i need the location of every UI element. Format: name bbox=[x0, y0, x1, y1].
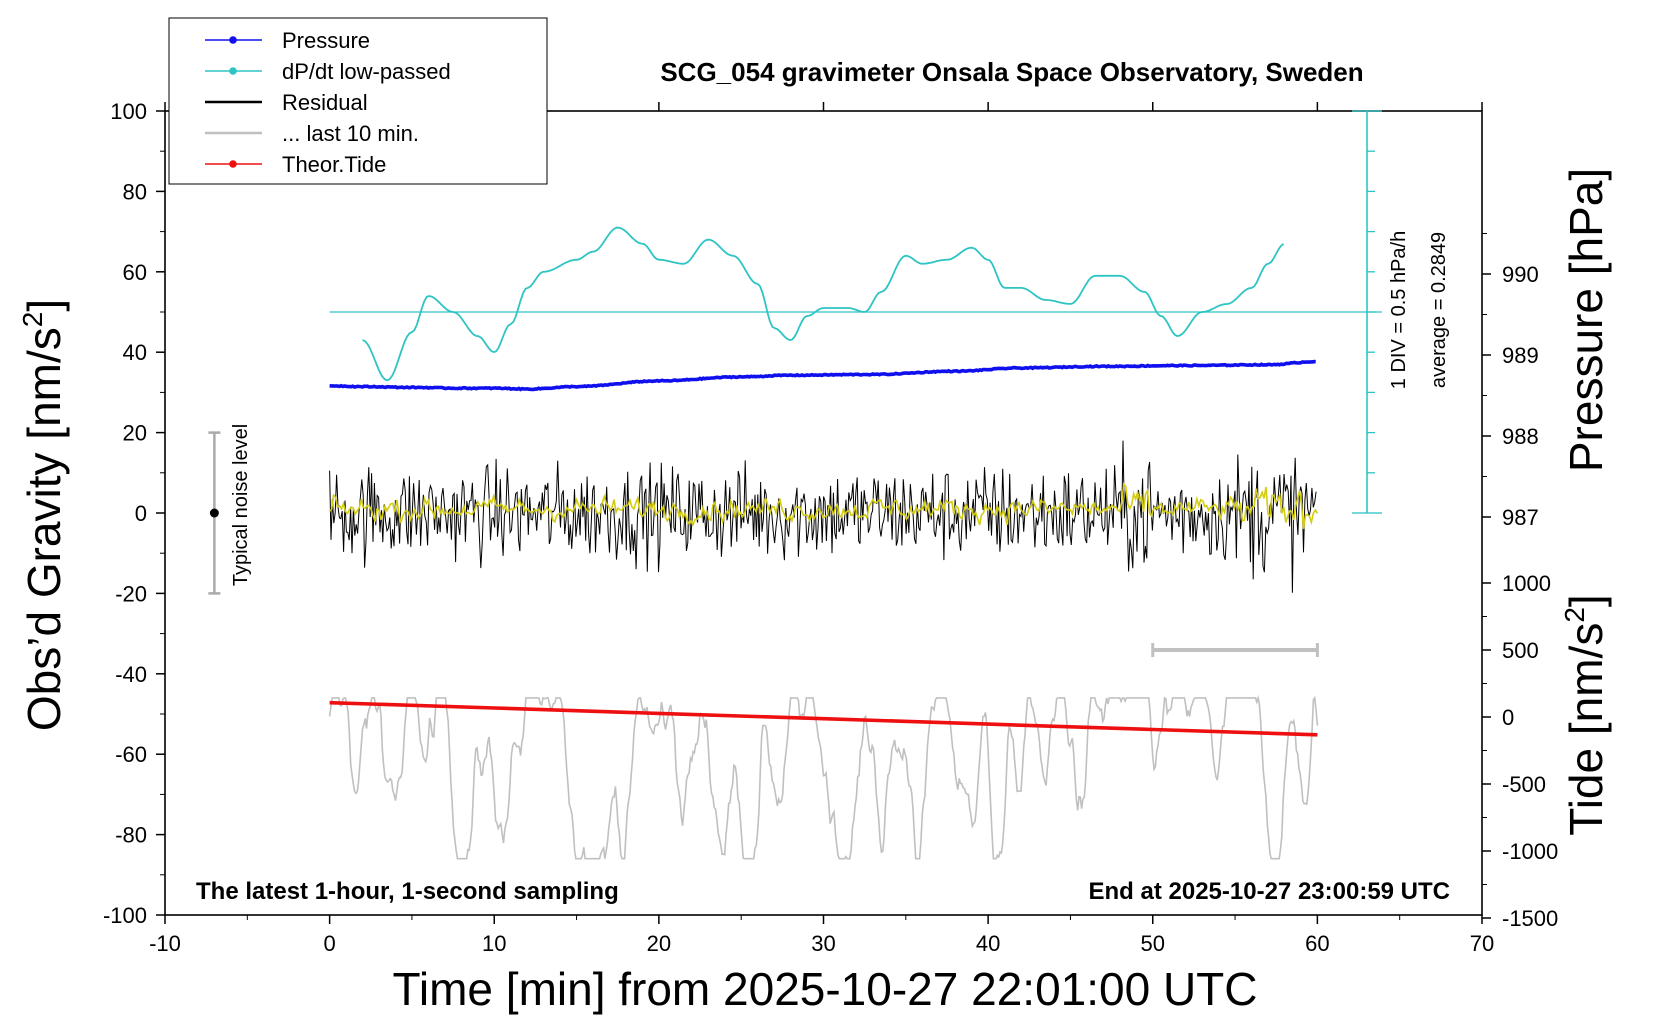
legend-label: Pressure bbox=[282, 28, 370, 53]
y-axis-label-gravity: Obs’d Gravity [nm/s2] bbox=[17, 299, 70, 731]
x-axis: -10 0 10 20 30 40 50 60 70 bbox=[149, 102, 1494, 956]
y-tick-label: -80 bbox=[115, 823, 147, 848]
legend: Pressure dP/dt low-passed Residual ... last… bbox=[168, 17, 548, 185]
legend-marker bbox=[229, 160, 237, 168]
noise-level-dot bbox=[209, 508, 219, 518]
residual-line bbox=[329, 440, 1317, 593]
x-tick-label: 10 bbox=[482, 931, 506, 956]
x-tick-label: 60 bbox=[1305, 931, 1329, 956]
y-axis-pressure: 987 988 989 990 bbox=[1482, 233, 1539, 530]
y-tick-label: 20 bbox=[123, 421, 147, 446]
x-tick-label: 50 bbox=[1141, 931, 1165, 956]
theor-tide-line bbox=[329, 700, 1318, 737]
y-tick-label: 0 bbox=[135, 501, 147, 526]
y-tick-label: -20 bbox=[115, 581, 147, 606]
tide-tick-label: -1000 bbox=[1502, 839, 1558, 864]
pressure-tick-label: 990 bbox=[1502, 262, 1539, 287]
legend-marker bbox=[229, 36, 237, 44]
x-tick-label: 20 bbox=[647, 931, 671, 956]
y-tick-label: 60 bbox=[123, 260, 147, 285]
series-layer bbox=[208, 110, 1382, 860]
tide-tick-label: -500 bbox=[1502, 772, 1546, 797]
end-time-note: End at 2025-10-27 23:00:59 UTC bbox=[1089, 878, 1451, 905]
legend-label: Theor.Tide bbox=[282, 152, 386, 177]
y-axis-left: -100 -80 -60 -40 -20 0 20 40 60 80 100 bbox=[103, 99, 165, 928]
last-10-min-line bbox=[328, 694, 1319, 860]
x-tick-label: 70 bbox=[1470, 931, 1494, 956]
y-tick-label: 40 bbox=[123, 340, 147, 365]
y-tick-label: -100 bbox=[103, 903, 147, 928]
x-tick-label: 40 bbox=[976, 931, 1000, 956]
residual-filtered-line bbox=[329, 481, 1319, 529]
average-label: average = 0.2849 bbox=[1428, 232, 1450, 388]
y-tick-label: 80 bbox=[123, 179, 147, 204]
scale-bar-label: 1 DIV = 0.5 hPa/h bbox=[1388, 231, 1410, 389]
legend-label: ... last 10 min. bbox=[282, 121, 419, 146]
legend-label: Residual bbox=[282, 90, 368, 115]
tide-tick-label: 0 bbox=[1502, 705, 1514, 730]
tide-tick-label: 1000 bbox=[1502, 571, 1551, 596]
legend-marker bbox=[229, 67, 237, 75]
dpdt-line bbox=[362, 226, 1285, 382]
x-tick-label: 30 bbox=[811, 931, 835, 956]
x-axis-label: Time [min] from 2025-10-27 22:01:00 UTC bbox=[393, 963, 1258, 1015]
pressure-tick-label: 989 bbox=[1502, 343, 1539, 368]
y-tick-label: 100 bbox=[110, 99, 147, 124]
chart-title: SCG_054 gravimeter Onsala Space Observat… bbox=[660, 57, 1363, 87]
y-tick-label: -40 bbox=[115, 662, 147, 687]
legend-label: dP/dt low-passed bbox=[282, 59, 451, 84]
x-tick-label: -10 bbox=[149, 931, 181, 956]
y-axis-tide: 1000 500 0 -500 -1000 -1500 bbox=[1482, 571, 1558, 931]
tide-tick-label: -1500 bbox=[1502, 906, 1558, 931]
pressure-tick-label: 987 bbox=[1502, 505, 1539, 530]
sampling-note: The latest 1-hour, 1-second sampling bbox=[196, 878, 619, 905]
y-axis-label-tide: Tide [nm/s2] bbox=[1559, 594, 1612, 835]
y-axis-label-pressure: Pressure [hPa] bbox=[1560, 168, 1612, 472]
x-tick-label: 0 bbox=[324, 931, 336, 956]
pressure-line bbox=[329, 359, 1316, 392]
noise-level-label: Typical noise level bbox=[230, 424, 252, 586]
tide-tick-label: 500 bbox=[1502, 638, 1539, 663]
y-tick-label: -60 bbox=[115, 742, 147, 767]
pressure-tick-label: 988 bbox=[1502, 424, 1539, 449]
